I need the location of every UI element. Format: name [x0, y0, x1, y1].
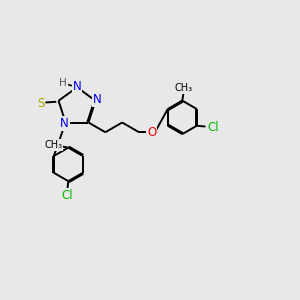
Text: O: O — [147, 126, 156, 139]
Text: H: H — [59, 78, 67, 88]
Text: CH₃: CH₃ — [175, 83, 193, 94]
Text: Cl: Cl — [61, 189, 73, 202]
Text: CH₃: CH₃ — [44, 140, 62, 150]
Text: Cl: Cl — [207, 121, 219, 134]
Text: S: S — [37, 97, 44, 110]
Text: N: N — [60, 117, 69, 130]
Text: N: N — [73, 80, 81, 93]
Text: N: N — [92, 93, 101, 106]
